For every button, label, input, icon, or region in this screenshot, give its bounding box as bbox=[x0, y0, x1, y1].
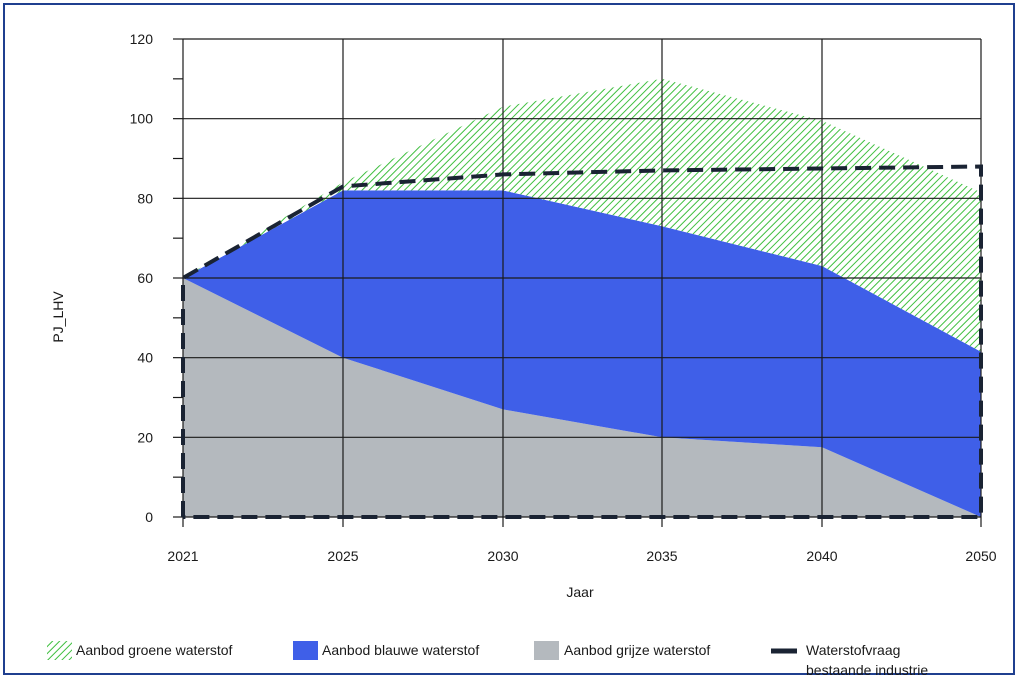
legend-label-grey: Aanbod grijze waterstof bbox=[564, 642, 710, 658]
x-tick-label: 2030 bbox=[487, 548, 518, 564]
y-tick-label: 0 bbox=[145, 509, 153, 525]
legend-swatch-grey bbox=[534, 641, 559, 660]
y-tick-label: 20 bbox=[137, 429, 153, 445]
area-green bbox=[183, 78, 981, 352]
x-tick-label: 2021 bbox=[167, 548, 198, 564]
legend-label-green: Aanbod groene waterstof bbox=[76, 642, 233, 658]
legend: Aanbod groene waterstof Aanbod blauwe wa… bbox=[47, 641, 928, 678]
y-tick-label: 80 bbox=[137, 190, 153, 206]
area-blue bbox=[183, 190, 981, 517]
y-axis-title: PJ_LHV bbox=[50, 291, 66, 343]
x-tick-label: 2035 bbox=[646, 548, 677, 564]
y-tick-label: 60 bbox=[137, 270, 153, 286]
legend-item-green: Aanbod groene waterstof bbox=[47, 641, 233, 660]
legend-swatch-green bbox=[47, 641, 72, 660]
demand-line bbox=[181, 164, 983, 519]
legend-swatch-blue bbox=[293, 641, 318, 660]
legend-label-demand-line1: Waterstofvraag bbox=[806, 642, 900, 658]
x-axis-title: Jaar bbox=[566, 584, 594, 600]
legend-item-demand: Waterstofvraag bestaande industrie bbox=[771, 642, 928, 678]
legend-label-blue: Aanbod blauwe waterstof bbox=[322, 642, 479, 658]
y-tick-label: 100 bbox=[130, 111, 154, 127]
x-tick-label: 2025 bbox=[327, 548, 358, 564]
legend-item-grey: Aanbod grijze waterstof bbox=[534, 641, 710, 660]
y-tick-label: 120 bbox=[130, 31, 154, 47]
area-grey bbox=[183, 278, 981, 517]
x-tick-label: 2040 bbox=[806, 548, 837, 564]
x-tick-label: 2050 bbox=[965, 548, 996, 564]
legend-label-demand-line2: bestaande industrie bbox=[806, 662, 928, 678]
legend-item-blue: Aanbod blauwe waterstof bbox=[293, 641, 479, 660]
y-tick-label: 40 bbox=[137, 350, 153, 366]
